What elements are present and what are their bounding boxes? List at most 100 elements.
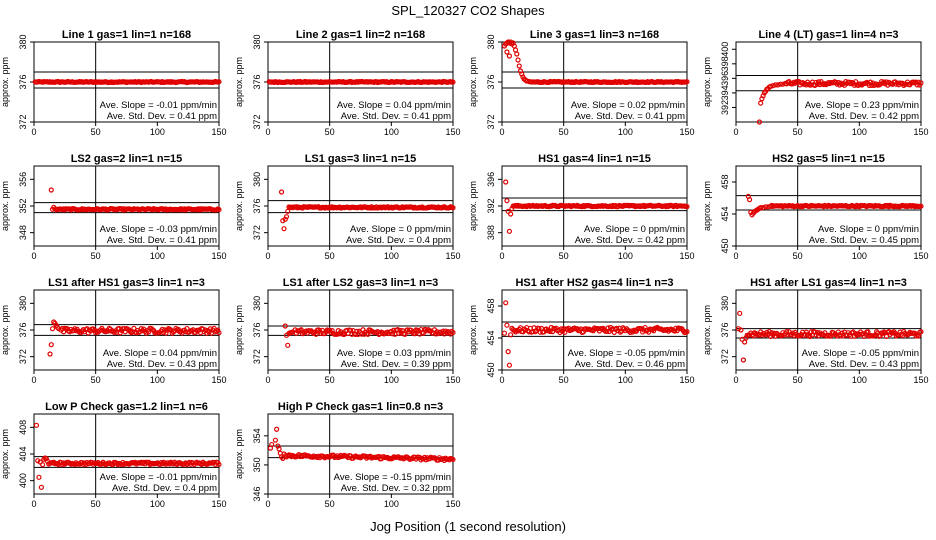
panel-6: LS1 gas=3 lin=1 n=15 approx. ppm 0 50 100 150… [234, 153, 461, 261]
x-tick-label: 100 [618, 127, 633, 137]
panel-title: LS1 gas=3 lin=1 n=15 [305, 153, 417, 165]
x-tick-label: 50 [91, 127, 101, 137]
panel-11: HS1 after HS2 gas=4 lin=1 n=3 approx. ppm… [468, 277, 695, 385]
y-tick-label: 372 [486, 114, 496, 129]
data-points [735, 310, 924, 363]
x-tick-label: 0 [265, 127, 270, 137]
x-tick-label: 150 [679, 251, 694, 261]
panel-title: Line 1 gas=1 lin=1 n=168 [62, 29, 191, 41]
data-point [684, 204, 690, 210]
y-axis-label: approx. ppm [702, 57, 712, 107]
data-point [272, 437, 278, 443]
data-point [365, 331, 371, 337]
std-annotation: Ave. Std. Dev. = 0.41 ppm [107, 235, 217, 246]
y-tick-label: 380 [252, 34, 262, 49]
y-tick-label: 454 [486, 330, 496, 345]
data-point [918, 80, 924, 86]
y-axis-label: approx. ppm [468, 305, 478, 355]
x-tick-label: 0 [733, 127, 738, 137]
data-point [43, 456, 49, 462]
data-point [282, 323, 288, 329]
panel-13: Low P Check gas=1.2 lin=1 n=6 approx. ppm… [0, 401, 227, 509]
y-tick-label: 376 [18, 322, 28, 337]
x-tick-label: 50 [793, 375, 803, 385]
slope-annotation: Ave. Slope = 0.23 ppm/min [805, 100, 919, 111]
slope-annotation: Ave. Slope = 0 ppm/min [818, 224, 919, 235]
x-tick-label: 100 [618, 251, 633, 261]
panel-title: LS1 after HS1 gas=3 lin=1 n=3 [48, 277, 205, 289]
slope-annotation: Ave. Slope = 0 ppm/min [350, 224, 451, 235]
data-point [216, 461, 222, 468]
x-tick-label: 50 [559, 375, 569, 385]
x-tick-label: 150 [445, 251, 460, 261]
x-tick-label: 100 [150, 375, 165, 385]
data-point [772, 82, 779, 88]
data-points [501, 39, 690, 86]
slope-annotation: Ave. Slope = 0 ppm/min [584, 224, 685, 235]
data-point [758, 100, 764, 106]
y-tick-label: 356 [18, 172, 28, 187]
panel-title: HS1 after LS1 gas=4 lin=1 n=3 [750, 277, 907, 289]
y-axis-label: approx. ppm [468, 57, 478, 107]
data-point [767, 83, 774, 89]
x-tick-label: 100 [852, 251, 867, 261]
data-point [33, 422, 40, 428]
data-point [216, 330, 222, 336]
y-tick-label: 376 [486, 74, 496, 89]
panel-3: Line 3 gas=1 lin=3 n=168 approx. ppm 0 50 10… [468, 29, 695, 137]
std-annotation: Ave. Std. Dev. = 0.4 ppm [346, 235, 451, 246]
x-tick-label: 50 [91, 251, 101, 261]
y-axis-label: approx. ppm [0, 305, 10, 355]
data-point [838, 333, 844, 339]
slope-annotation: Ave. Slope = -0.01 ppm/min [100, 472, 217, 483]
std-annotation: Ave. Std. Dev. = 0.4 ppm [112, 483, 217, 494]
x-tick-label: 100 [384, 499, 399, 509]
data-point [36, 474, 42, 480]
x-tick-label: 0 [265, 251, 270, 261]
data-point [450, 329, 456, 336]
y-tick-label: 400 [18, 473, 28, 488]
y-axis-label: approx. ppm [234, 305, 244, 355]
data-point [40, 462, 46, 468]
x-tick-label: 150 [211, 127, 226, 137]
y-tick-label: 392 [720, 100, 730, 115]
slope-annotation: Ave. Slope = 0.03 ppm/min [337, 348, 451, 359]
data-point [918, 203, 924, 209]
panel-14: High P Check gas=1 lin=0.8 n=3 approx. pp… [234, 401, 461, 509]
data-point [397, 327, 403, 333]
x-tick-label: 100 [852, 375, 867, 385]
data-point [851, 333, 858, 339]
data-point [758, 205, 764, 211]
std-annotation: Ave. Std. Dev. = 0.43 ppm [809, 359, 919, 370]
data-point [511, 43, 517, 49]
y-axis-label: approx. ppm [702, 181, 712, 231]
y-tick-label: 450 [486, 362, 496, 377]
x-tick-label: 150 [913, 375, 928, 385]
data-point [508, 332, 514, 338]
y-axis-label: approx. ppm [234, 57, 244, 107]
data-point [742, 339, 748, 345]
y-axis-label: approx. ppm [234, 429, 244, 479]
data-point [38, 484, 45, 490]
data-point [47, 351, 53, 357]
x-tick-label: 0 [31, 499, 36, 509]
panels-container: Line 1 gas=1 lin=1 n=168 approx. ppm 0 50 10… [0, 29, 929, 509]
x-tick-label: 150 [679, 375, 694, 385]
data-point [515, 57, 521, 63]
y-tick-label: 458 [720, 174, 730, 189]
panel-9: LS1 after HS1 gas=3 lin=1 n=3 approx. ppm… [0, 277, 227, 385]
data-point [777, 81, 784, 87]
slope-annotation: Ave. Slope = -0.05 ppm/min [568, 348, 685, 359]
x-tick-label: 150 [913, 251, 928, 261]
y-axis-label: approx. ppm [0, 181, 10, 231]
panel-12: HS1 after LS1 gas=4 lin=1 n=3 approx. ppm… [702, 277, 929, 385]
data-point [516, 63, 522, 69]
y-tick-label: 348 [18, 225, 28, 240]
panel-7: HS1 gas=4 lin=1 n=15 approx. ppm 0 50 100 150… [468, 153, 695, 261]
x-tick-label: 50 [559, 251, 569, 261]
x-tick-label: 150 [445, 375, 460, 385]
x-tick-label: 0 [499, 127, 504, 137]
data-point [684, 329, 690, 335]
data-point [559, 328, 566, 334]
x-tick-label: 150 [211, 251, 226, 261]
